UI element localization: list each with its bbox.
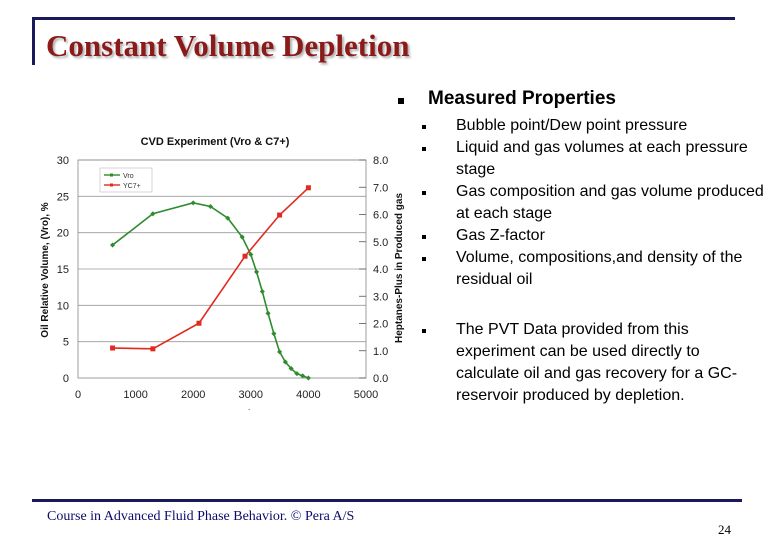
list-item-text: Gas composition and gas volume produced …	[456, 183, 764, 222]
data-point	[225, 215, 231, 221]
x-tick-label: 1000	[123, 389, 147, 401]
x-tick-label: 2000	[181, 389, 205, 401]
data-point	[110, 345, 116, 351]
section-heading: Measured Properties	[428, 88, 616, 109]
list-item: The PVT Data provided from this experime…	[420, 319, 765, 407]
y-tick-label: 5	[63, 337, 69, 349]
x-tick-label: 5000	[354, 389, 378, 401]
list-item: Gas Z-factor	[420, 225, 765, 247]
list-item: Gas composition and gas volume produced …	[420, 181, 765, 225]
data-point	[277, 212, 283, 218]
data-point	[150, 211, 156, 217]
list-item-text: Bubble point/Dew point pressure	[456, 117, 688, 134]
bullet-icon	[422, 147, 426, 151]
y2-tick-label: 6.0	[373, 210, 388, 222]
data-point	[259, 288, 265, 295]
data-point	[265, 310, 271, 316]
list-item-text: The PVT Data provided from this experime…	[456, 321, 738, 404]
legend-marker	[110, 173, 113, 177]
list-item: Bubble point/Dew point pressure	[420, 115, 765, 137]
data-point	[300, 373, 306, 379]
data-point	[271, 331, 277, 337]
chart-title: CVD Experiment (Vro & C7+)	[141, 136, 290, 148]
y2-axis-label: Heptanes-Plus in Produced gas	[394, 193, 405, 343]
title-frame-top	[32, 17, 735, 20]
data-point	[254, 269, 260, 275]
data-point	[305, 375, 311, 381]
bullet-icon	[422, 257, 426, 261]
x-axis-label: Pressure, psia	[188, 409, 257, 410]
bullet-list: Bubble point/Dew point pressure Liquid a…	[420, 115, 765, 407]
data-point	[190, 200, 196, 206]
footer-text: Course in Advanced Fluid Phase Behavior.…	[47, 509, 355, 524]
y-tick-label: 0	[63, 373, 69, 385]
y2-tick-label: 2.0	[373, 319, 388, 331]
y-tick-label: 15	[57, 264, 69, 276]
y-axis-label: Oil Relative Volume, (Vro), %	[40, 202, 51, 338]
x-tick-label: 3000	[239, 389, 263, 401]
page-number: 24	[718, 522, 731, 537]
cvd-chart: 0 5 10 15 20 25 30 0.0 1.0 2.0 3.0 4.0 5.0 6.0 7.0 8.0 0…	[40, 136, 405, 410]
y-tick-label: 30	[57, 155, 69, 167]
y2-tick-label: 5.0	[373, 237, 388, 249]
y2-tick-label: 4.0	[373, 264, 388, 276]
y-tick-label: 10	[57, 300, 69, 312]
x-tick-label: 4000	[296, 389, 320, 401]
bullet-icon	[398, 98, 404, 104]
list-item: Liquid and gas volumes at each pressure …	[420, 137, 765, 181]
data-point	[207, 203, 214, 210]
y2-tick-label: 7.0	[373, 182, 388, 194]
y-tick-label: 20	[57, 228, 69, 240]
footer-rule	[32, 499, 742, 502]
y2-tick-label: 8.0	[373, 155, 388, 167]
bullet-icon	[422, 191, 426, 195]
data-point	[248, 251, 254, 258]
list-item-text: Gas Z-factor	[456, 227, 545, 244]
data-point	[239, 234, 245, 240]
bullet-icon	[422, 125, 426, 129]
bullet-icon	[422, 235, 426, 239]
y2-tick-label: 1.0	[373, 346, 388, 358]
legend-label: YC7+	[123, 183, 141, 190]
y-tick-label: 25	[57, 191, 69, 203]
y2-tick-label: 0.0	[373, 373, 388, 385]
data-point	[110, 242, 116, 248]
data-point	[196, 320, 202, 326]
x-tick-label: 0	[75, 389, 81, 401]
list-item-text: Liquid and gas volumes at each pressure …	[456, 139, 748, 178]
list-item-text: Volume, compositions,and density of the …	[456, 249, 743, 288]
legend-box	[99, 167, 153, 193]
legend-label: Vro	[123, 173, 134, 180]
data-point	[277, 349, 283, 355]
list-item: Volume, compositions,and density of the …	[420, 247, 765, 291]
data-point	[242, 253, 248, 259]
y2-tick-label: 3.0	[373, 291, 388, 303]
data-point	[305, 185, 311, 191]
bullet-icon	[422, 329, 426, 333]
legend-marker	[110, 183, 113, 187]
title-frame-left	[32, 17, 35, 65]
series-line-c7	[112, 187, 309, 350]
slide-title: Constant Volume Depletion	[46, 28, 410, 63]
data-point	[150, 346, 156, 352]
